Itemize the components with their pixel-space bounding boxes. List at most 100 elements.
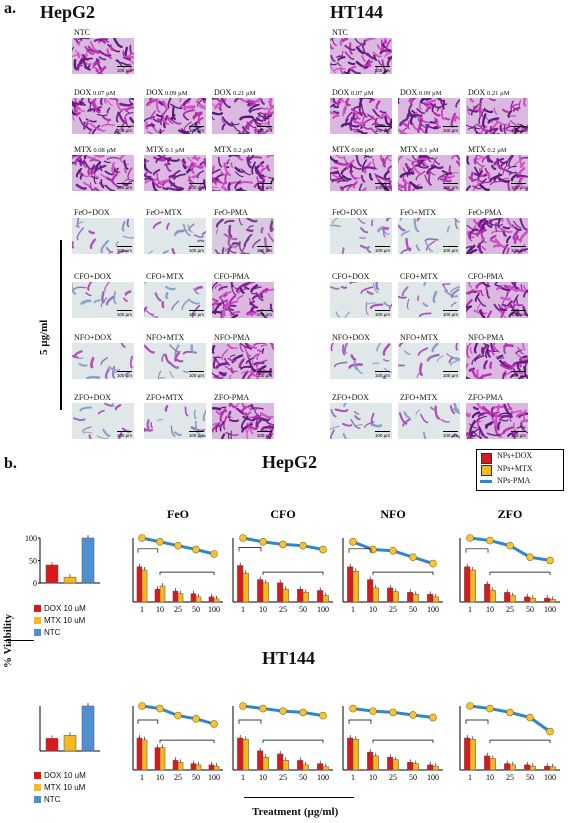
- hepg2-nfo-title: NFO: [380, 507, 405, 521]
- ctrl-legend-mtx: MTX 10 uM: [44, 616, 86, 625]
- hepg2-zfo-dox-bar-2: [484, 583, 491, 603]
- hepg2-nfo-dox-bar-1: [347, 566, 354, 603]
- hepg2-r2-c3-micrograph: 100 µm: [212, 98, 274, 134]
- hepg2-feo-pma-point-1: [138, 534, 146, 542]
- hepg2-r2-c2-label-text: DOX: [146, 88, 164, 97]
- ht144-zfo-pma-point-4: [526, 713, 534, 722]
- ht144-r2-c3-scale-bar: 100 µm: [510, 126, 527, 133]
- ht144-r3-c1-label-text: MTX: [332, 145, 350, 154]
- legend-dox-label: NPs+DOX: [497, 451, 533, 460]
- ht144-cfo-mtx-bar-3: [282, 760, 289, 771]
- ht144-r4-c2-micrograph: 100 µm: [398, 218, 460, 254]
- hepg2-nfo-pma-point-4: [409, 553, 417, 562]
- ht144-cfo-mtx-bar-4: [302, 764, 309, 771]
- hepg2-zfo-title: ZFO: [498, 507, 523, 521]
- hepg2-zfo-pma-point-4: [526, 553, 534, 562]
- ht144-r2-c3-micrograph: 100 µm: [466, 98, 528, 134]
- hepg2-r7-c3-scale-bar: 100 µm: [256, 431, 273, 438]
- hepg2-zfo-mtx-bar-1: [469, 569, 476, 603]
- hepg2-feo-xtick-1: 1: [140, 605, 144, 614]
- ht144-r7-c3-label: ZFO-PMA: [468, 393, 503, 402]
- ht144-nfo-xtick-5: 100: [427, 773, 439, 782]
- ht144-nfo-mtx-bar-1: [352, 739, 359, 771]
- hepg2-feo-xtick-3: 25: [174, 605, 182, 614]
- ht144-r1-c1-label: NTC: [332, 28, 348, 37]
- ht144-nfo-xtick-3: 25: [389, 773, 397, 782]
- hepg2-r5-c1-label: CFO+DOX: [74, 272, 111, 281]
- ht144-cfo-pma-point-1: [239, 702, 247, 710]
- hepg2-feo-dox-bar-2: [154, 588, 161, 603]
- ht144-cfo-dox-bar-3: [277, 753, 284, 771]
- ht144-r7-c1-label: ZFO+DOX: [332, 393, 369, 402]
- ht144-cfo-xtick-3: 25: [279, 773, 287, 782]
- hepg2-feo-sig-bracket-2: [159, 571, 215, 576]
- ht144-r4-c2-scale-bar: 100 µm: [442, 246, 459, 253]
- ht144-r2-c1-label: DOX 0.07 µM: [332, 88, 374, 98]
- ht144-zfo-sig-bracket-2: [489, 739, 551, 744]
- ht144-r6-c1-label: NFO+DOX: [332, 333, 370, 342]
- hepg2-r5-c3-label: CFO-PMA: [214, 272, 250, 281]
- hepg2-cfo-pma-point-5: [319, 545, 327, 554]
- hepg2-cfo-xtick-4: 50: [299, 605, 307, 614]
- hepg2-cfo-sig-bracket-2: [262, 571, 324, 576]
- hepg2-r3-c1-scale-bar: 100 µm: [116, 183, 133, 190]
- legend-pma-swatch: [480, 480, 492, 483]
- hepg2-nfo-pma-point-3: [389, 546, 397, 555]
- ht144-r1-c1-label-text: NTC: [332, 28, 348, 37]
- hepg2-r4-c1-micrograph: 100 µm: [72, 218, 134, 254]
- hepg2-r7-c3-label-text: ZFO-PMA: [214, 393, 250, 402]
- hepg2-nfo-dox-bar-3: [387, 587, 394, 603]
- ht144-zfo-dox-bar-3: [504, 763, 511, 771]
- ht144-r3-c1-scale-bar: 100 µm: [374, 183, 391, 190]
- ht144-feo-dox-bar-3: [172, 760, 179, 771]
- ht144-feo-mtx-bar-1: [141, 739, 148, 771]
- control-legend-hepg2: DOX 10 uM MTX 10 uM NTC: [34, 604, 86, 637]
- hepg2-nfo-mtx-bar-2: [372, 587, 379, 603]
- hepg2-zfo-sig-bracket-2: [489, 571, 551, 576]
- ht144-r3-c2-label-text: MTX: [400, 145, 418, 154]
- ht144-nfo-pma-point-1: [349, 704, 357, 713]
- ht144-feo-xtick-5: 100: [208, 773, 220, 782]
- ht144-zfo-dox-bar-2: [484, 755, 491, 771]
- ht144-zfo-mtx-bar-1: [469, 739, 476, 771]
- ht144-r2-c2-micrograph: 100 µm: [398, 98, 460, 134]
- hepg2-feo-title: FeO: [167, 507, 189, 521]
- hepg2-zfo-pma-point-1: [466, 534, 474, 542]
- ht144-r4-c1-micrograph: 100 µm: [330, 218, 392, 254]
- hepg2-r5-c2-scale-bar: 100 µm: [188, 310, 205, 317]
- hepg2-r6-c3-label: NFO-PMA: [214, 333, 250, 342]
- hepg2-r7-c2-micrograph: 100 µm: [144, 403, 206, 439]
- hepg2-r6-c3-label-text: NFO-PMA: [214, 333, 251, 342]
- hepg2-r1-c1-label: NTC: [74, 28, 90, 37]
- ht144-cfo-dox-bar-2: [257, 750, 264, 771]
- hepg2-r4-c2-scale-bar: 100 µm: [188, 246, 205, 253]
- hepg2-feo-xtick-4: 50: [192, 605, 200, 614]
- hepg2-zfo-dox-bar-3: [504, 592, 511, 603]
- ht144-r5-c2-scale-bar: 100 µm: [442, 310, 459, 317]
- hepg2-nfo-pma-point-5: [429, 559, 437, 568]
- ctrl-legend-dox: DOX 10 uM: [44, 604, 86, 613]
- y-axis-divider: [4, 640, 34, 641]
- ht144-nfo-dox-bar-5: [427, 764, 434, 771]
- hepg2-cfo-title: CFO: [270, 507, 295, 521]
- ht144-r4-c3-micrograph: 100 µm: [466, 218, 528, 254]
- hepg2-r6-c2-label-text: NFO+MTX: [146, 333, 185, 342]
- panel-b-letter: b.: [4, 455, 17, 472]
- ht144-r6-c1-scale-bar: 100 µm: [374, 371, 391, 378]
- ht144-cfo-pma-point-3: [279, 707, 287, 715]
- ht144-nfo-dox-bar-1: [347, 737, 354, 771]
- ht144-r7-c3-scale-bar: 100 µm: [510, 431, 527, 438]
- hepg2-r4-c3-micrograph: 100 µm: [212, 218, 274, 254]
- ht144-r2-c2-scale-bar: 100 µm: [442, 126, 459, 133]
- hepg2-feo-xtick-2: 10: [156, 605, 164, 614]
- ht144-zfo-pma-point-3: [506, 708, 514, 717]
- hepg2-r5-c1-micrograph: 100 µm: [72, 282, 134, 318]
- hepg2-feo-mtx-bar-2: [159, 585, 166, 603]
- hepg2-cfo-mtx-bar-2: [262, 582, 269, 603]
- ht144-cfo-pma-point-4: [299, 708, 307, 717]
- hepg2-r3-c1-micrograph: 100 µm: [72, 155, 134, 191]
- ht144-zfo-pma-point-5: [546, 727, 554, 736]
- ht144-feo-pma-point-5: [210, 720, 218, 728]
- ht144-r6-c2-label: NFO+MTX: [400, 333, 438, 342]
- ht144-cfo-dox-bar-1: [237, 737, 244, 771]
